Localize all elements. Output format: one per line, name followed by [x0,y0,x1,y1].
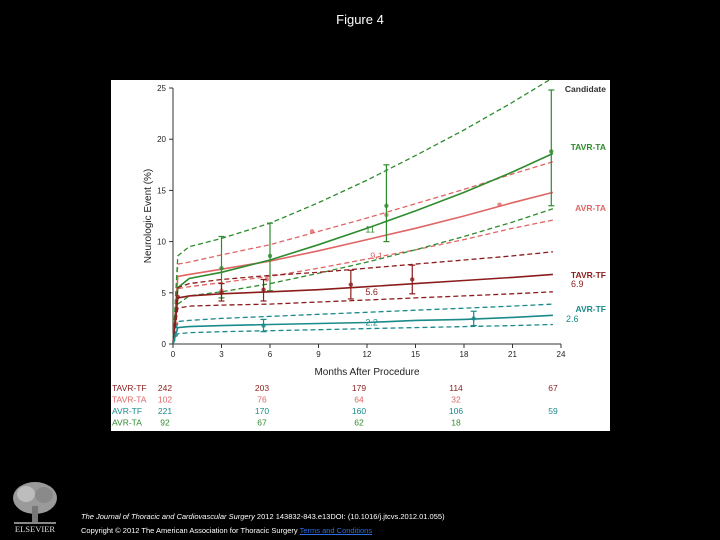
copyright-text: Copyright © 2012 The American Associatio… [81,526,300,535]
data-point [264,277,269,282]
y-tick-label: 10 [157,238,166,247]
x-tick-label: 21 [508,350,517,359]
end-value-label: 6.9 [571,279,584,289]
at-risk-row-label: TAVR-TA [112,395,147,405]
publisher-name: ELSEVIER [15,524,55,534]
journal-name: The Journal of Thoracic and Cardiovascul… [81,512,255,521]
at-risk-value: 67 [257,418,267,428]
series-line [172,152,554,345]
series-ci-upper [172,303,553,345]
at-risk-value: 67 [548,383,558,393]
x-tick-label: 18 [460,350,469,359]
x-tick-label: 24 [557,350,566,359]
at-risk-value: 179 [352,383,366,393]
data-point [219,290,224,295]
at-risk-value: 59 [548,406,558,416]
at-risk-row-label: TAVR-TF [112,383,147,393]
copyright-line: Copyright © 2012 The American Associatio… [81,526,372,535]
series-ci-lower [172,291,553,345]
x-tick-label: 9 [316,350,321,359]
x-tick-label: 15 [411,350,420,359]
at-risk-row-label: AVR-TF [112,406,142,416]
series-ci-upper [172,161,554,345]
legend-label: AVR-TF [575,304,606,314]
series-ci-lower [172,208,554,345]
at-risk-value: 242 [158,383,172,393]
data-point [471,316,476,321]
legend-label: TAVR-TF [571,270,606,280]
at-risk-value: 170 [255,406,269,416]
at-risk-value: 203 [255,383,269,393]
data-point [410,277,415,282]
at-risk-value: 64 [354,395,364,405]
series-ci-upper [172,251,553,345]
data-point [261,287,266,292]
at-risk-value: 221 [158,406,172,416]
y-tick-label: 15 [157,186,166,195]
citation-details: 2012 143832-843.e13DOI: (10.1016/j.jtcvs… [254,512,445,521]
series-value-label: 2.2 [365,318,378,328]
data-point [219,266,224,271]
data-point [267,253,273,259]
legend-label: AVR-TA [575,203,606,213]
at-risk-value: 32 [451,395,461,405]
y-tick-label: 25 [157,84,166,93]
terms-link[interactable]: Terms and Conditions [299,526,373,535]
end-value-label: 2.6 [566,314,579,324]
x-tick-label: 12 [363,350,372,359]
elsevier-tree-logo: ELSEVIER [6,478,64,534]
series-line [172,314,553,345]
survival-chart: 0 5 10 15 20 25 0 3 6 9 12 15 18 21 24 Months After Pro… [112,80,606,428]
series-ci-lower [172,323,553,345]
data-point [348,282,354,287]
at-risk-value: 114 [449,383,463,393]
at-risk-row-label: AVR-TA [112,418,142,428]
series-line [172,273,553,345]
series-value-label: 5.6 [365,287,378,297]
at-risk-value: 92 [160,418,170,428]
series-line [172,191,554,345]
x-tick-label: 3 [219,350,224,359]
at-risk-value: 160 [352,406,366,416]
data-point [549,149,554,154]
legend-label: TAVR-TA [571,142,606,152]
at-risk-value: 102 [158,395,172,405]
at-risk-value: 62 [354,418,364,428]
data-point [384,203,389,208]
series-ci-upper [172,80,551,345]
y-axis-title: Neurologic Event (%) [143,169,154,263]
y-tick-label: 5 [162,289,167,298]
x-tick-label: 6 [268,350,273,359]
y-tick-label: 0 [162,340,167,349]
series-value-label: 11 [365,224,374,234]
data-point [497,202,502,207]
citation-line: The Journal of Thoracic and Cardiovascul… [81,512,445,521]
data-point [175,294,181,300]
series-value-label: 9.1 [370,251,383,261]
chart-panel: 0 5 10 15 20 25 0 3 6 9 12 15 18 21 24 Months After Pro… [111,80,610,431]
at-risk-value: 76 [257,395,267,405]
legend-header: Candidate [565,84,606,94]
at-risk-value: 18 [451,418,461,428]
x-tick-label: 0 [171,350,176,359]
series-ci-lower [172,219,554,345]
x-axis-title: Months After Procedure [314,367,419,378]
figure-title: Figure 4 [336,12,384,27]
data-point [261,323,266,328]
data-point [309,229,315,234]
y-tick-label: 20 [157,135,166,144]
at-risk-value: 106 [449,406,463,416]
